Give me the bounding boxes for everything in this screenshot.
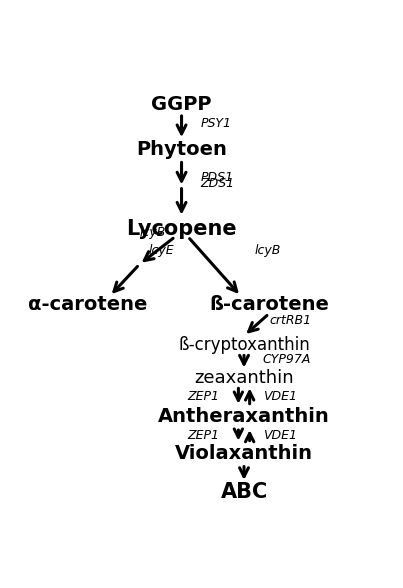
Text: PDS1: PDS1 — [200, 171, 233, 184]
Text: Phytoen: Phytoen — [136, 141, 227, 159]
Text: zeaxanthin: zeaxanthin — [194, 369, 294, 387]
Text: ABC: ABC — [220, 482, 268, 502]
Text: lcyE: lcyE — [148, 244, 174, 257]
Text: ZEP1: ZEP1 — [187, 389, 219, 403]
Text: ß-carotene: ß-carotene — [209, 295, 329, 315]
Text: PSY1: PSY1 — [200, 117, 231, 130]
Text: α-carotene: α-carotene — [28, 295, 147, 315]
Text: Violaxanthin: Violaxanthin — [175, 445, 313, 463]
Text: lcyB: lcyB — [255, 244, 281, 257]
Text: ZDS1: ZDS1 — [200, 177, 235, 190]
Text: ß-cryptoxanthin: ß-cryptoxanthin — [178, 336, 310, 353]
Text: CYP97A: CYP97A — [263, 353, 311, 366]
Text: VDE1: VDE1 — [263, 429, 297, 442]
Text: Antheraxanthin: Antheraxanthin — [158, 407, 330, 426]
Text: crtRB1: crtRB1 — [269, 314, 311, 328]
Text: ZEP1: ZEP1 — [187, 429, 219, 442]
Text: GGPP: GGPP — [151, 95, 212, 114]
Text: lcyB: lcyB — [139, 226, 166, 239]
Text: Lycopene: Lycopene — [126, 219, 237, 239]
Text: VDE1: VDE1 — [263, 389, 297, 403]
